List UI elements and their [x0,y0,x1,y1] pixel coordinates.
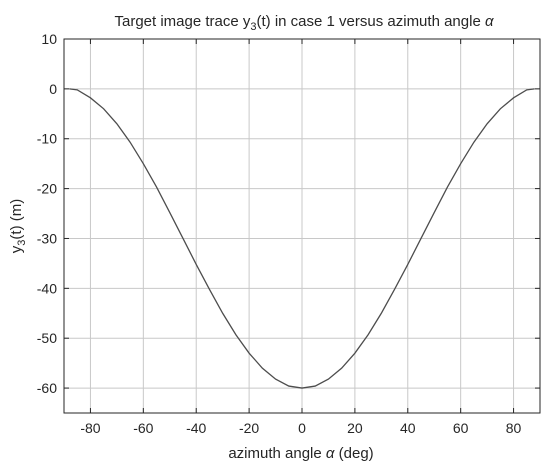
title-main: Target image trace y [114,13,250,30]
ylabel-main: y [8,245,25,253]
ylabel-rest: (t) (m) [8,199,25,240]
y-tick-label: 10 [41,31,57,47]
x-tick-label: 20 [347,420,363,436]
series-line [69,88,535,389]
x-tick-label: 60 [453,420,469,436]
y-tick-label: 0 [49,81,57,97]
y-axis-label: y3(t) (m) [8,199,28,253]
xlabel-rest: (deg) [334,445,373,462]
y-tick-label: -50 [37,330,57,346]
xlabel-symbol: α [326,445,335,462]
chart-title: Target image trace y3(t) in case 1 versu… [114,13,493,33]
x-tick-label: 80 [506,420,522,436]
y-tick-label: -20 [37,181,57,197]
y-tick-labels: -60 -50 -40 -30 -20 -10 0 10 [37,31,57,396]
xlabel-main: azimuth angle [228,445,326,462]
x-tick-label: -80 [80,420,100,436]
data-series [69,88,535,389]
grid-lines [64,38,540,413]
ylabel-subscript: 3 [16,240,28,246]
title-subscript: 3 [250,21,256,33]
x-tick-label: -20 [239,420,259,436]
x-tick-label: 40 [400,420,416,436]
tick-marks [64,38,540,413]
y-tick-label: -40 [37,280,57,296]
y-tick-label: -30 [37,230,57,246]
y-tick-label: -60 [37,380,57,396]
title-symbol: α [485,13,494,30]
x-tick-labels: -80 -60 -40 -20 0 20 40 60 80 [80,420,521,436]
y-tick-label: -10 [37,131,57,147]
x-tick-label: 0 [298,420,306,436]
title-rest: (t) in case 1 versus azimuth angle [257,13,485,30]
x-axis-label: azimuth angle α (deg) [228,445,373,462]
x-tick-label: -60 [133,420,153,436]
x-tick-label: -40 [186,420,206,436]
